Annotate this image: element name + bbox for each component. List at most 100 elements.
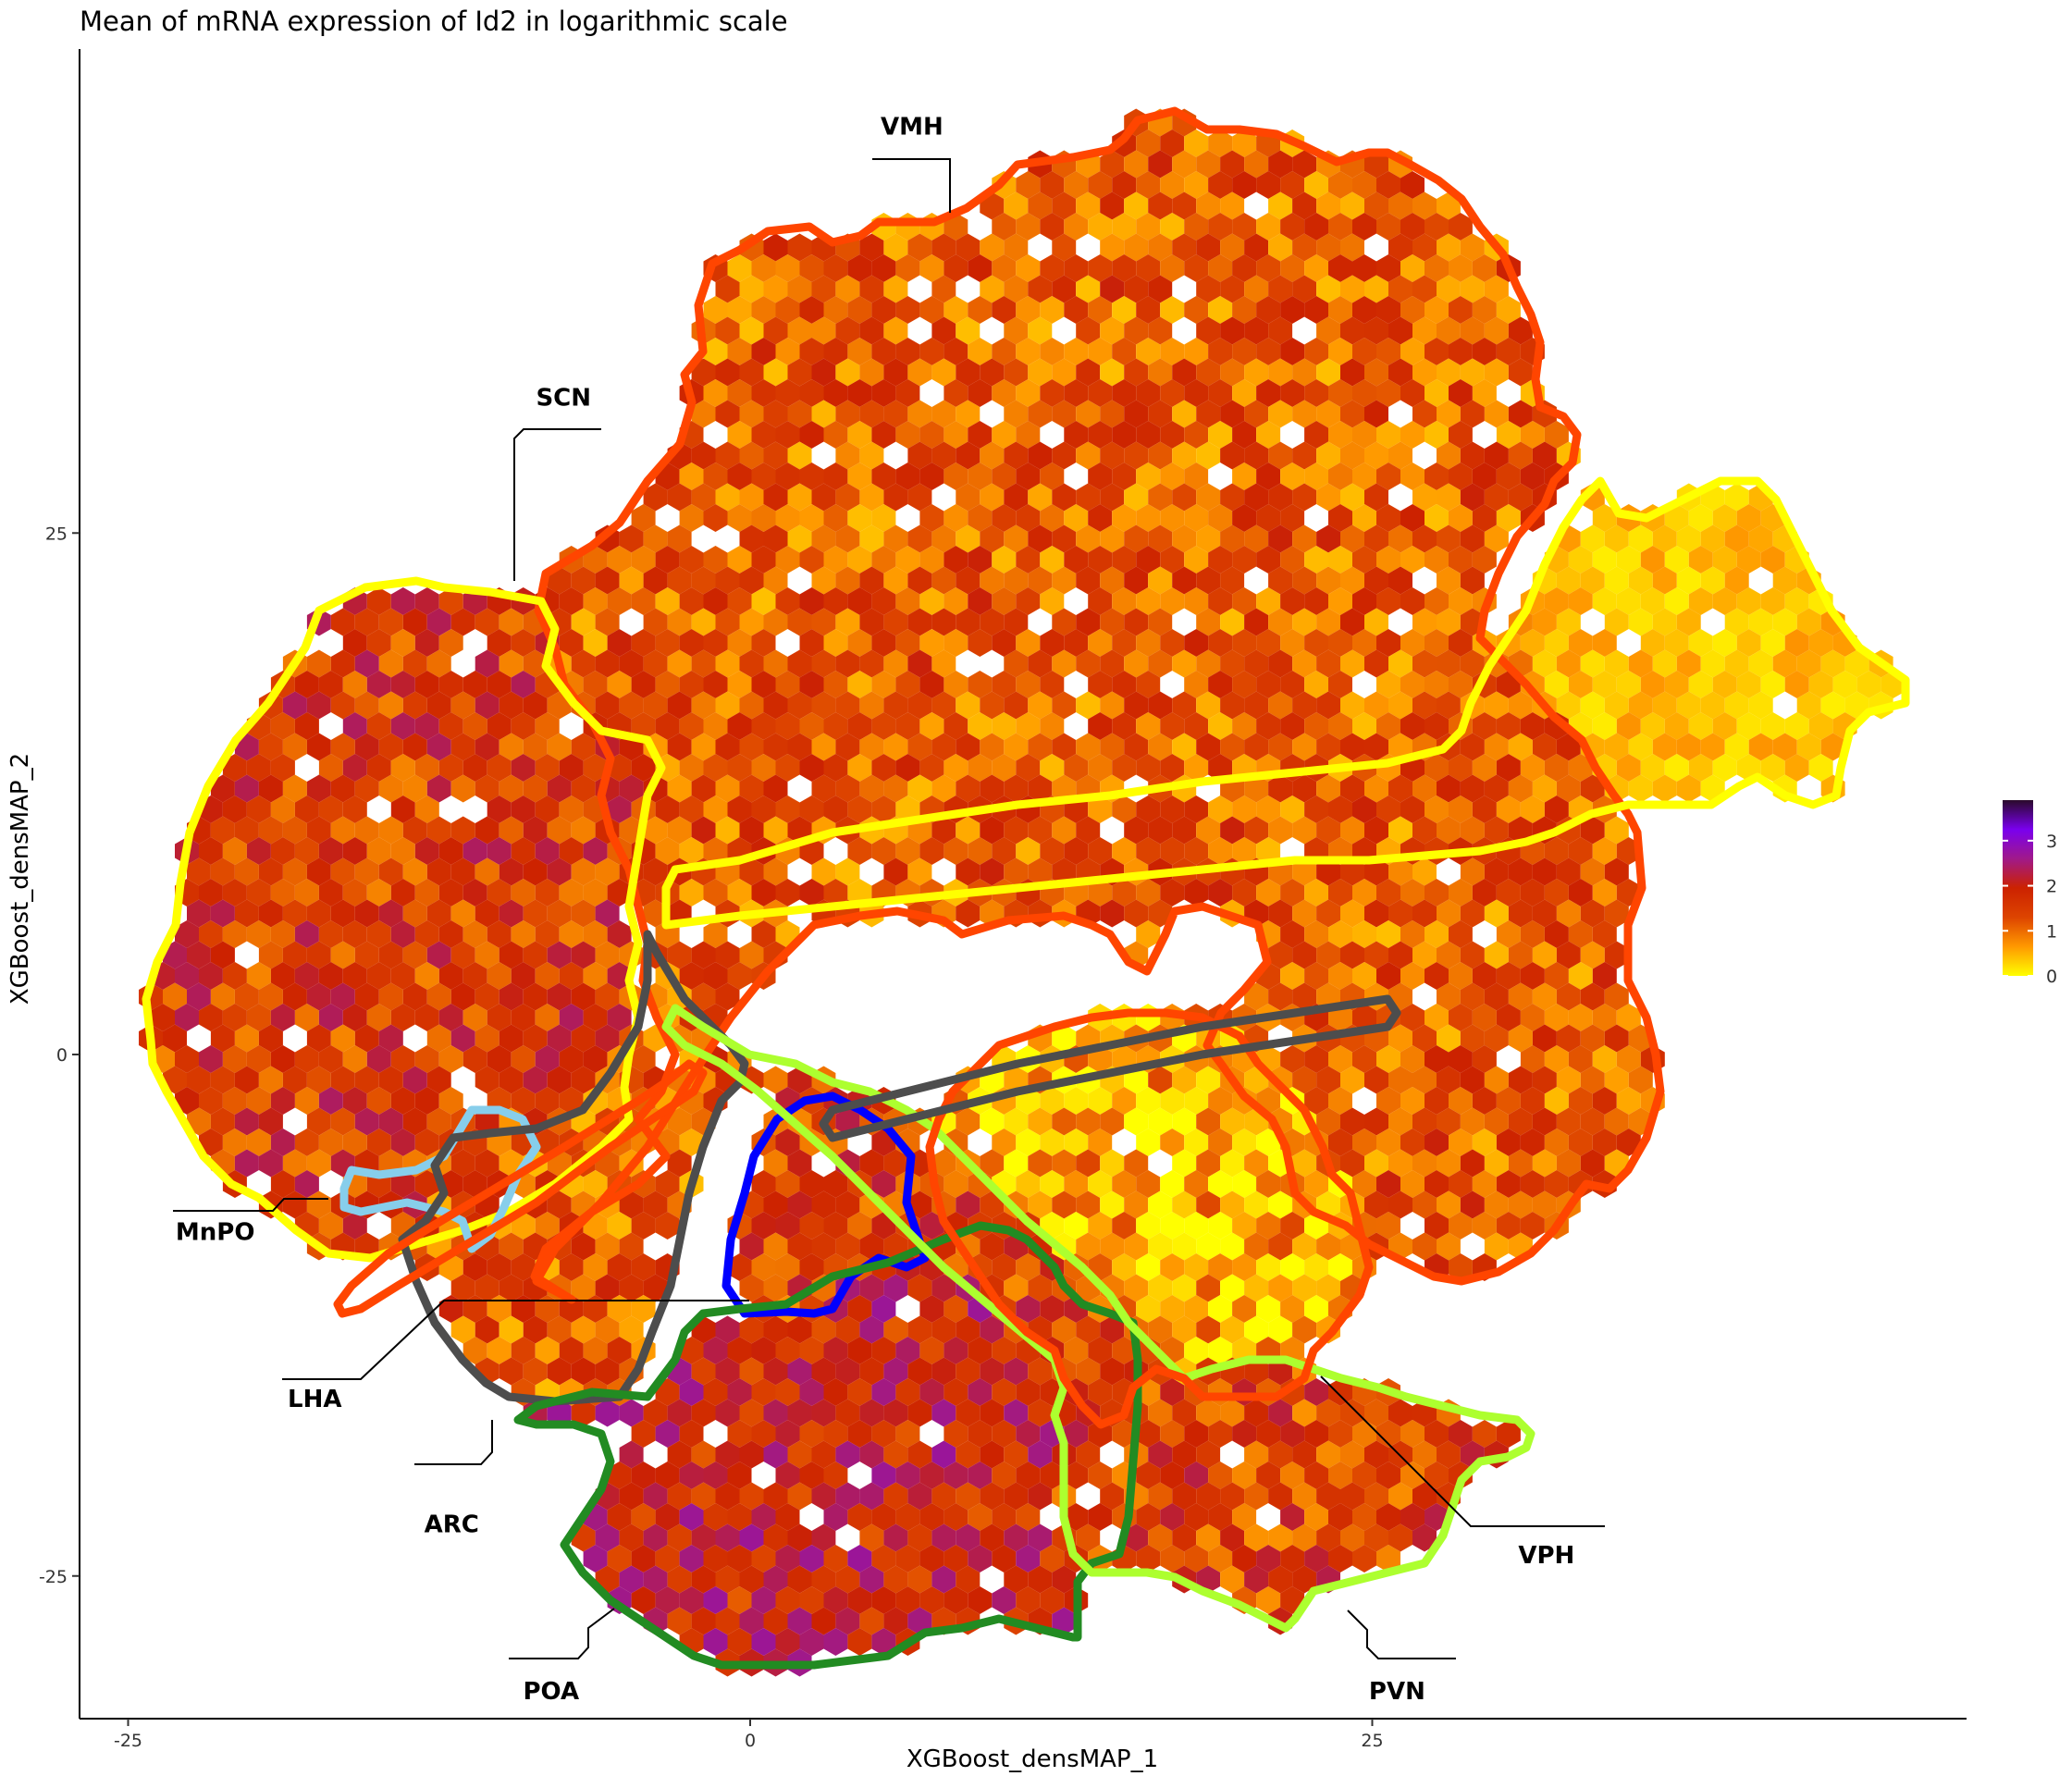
hex-bin xyxy=(895,1420,920,1448)
hex-bin xyxy=(823,338,848,365)
hex-bin xyxy=(175,1087,199,1115)
hex-bin xyxy=(1328,421,1352,449)
hex-bin xyxy=(1076,1149,1101,1178)
hex-bin xyxy=(1376,879,1400,906)
hex-bin xyxy=(1028,816,1053,845)
hex-bin xyxy=(1304,546,1328,574)
hex-bin xyxy=(426,1107,451,1136)
hex-bin xyxy=(907,1523,932,1552)
hex-bin xyxy=(1124,524,1149,553)
hex-bin xyxy=(342,1045,367,1073)
hex-bin xyxy=(199,1004,223,1031)
hex-bin xyxy=(1136,1462,1161,1489)
hex-bin xyxy=(787,358,812,387)
hex-bin xyxy=(956,316,980,345)
hex-bin xyxy=(631,1462,656,1489)
hex-bin xyxy=(511,629,536,657)
hex-bin xyxy=(1184,671,1209,698)
hex-bin xyxy=(1160,629,1185,657)
hex-bin xyxy=(571,1274,596,1302)
hex-bin xyxy=(1316,358,1340,387)
hex-bin xyxy=(799,629,824,657)
hex-bin xyxy=(919,1545,944,1572)
hex-bin xyxy=(1268,1274,1293,1302)
hex-bin xyxy=(992,837,1017,865)
hex-bin xyxy=(1604,982,1629,1011)
hex-bin xyxy=(1484,1024,1509,1053)
region-outline-scn xyxy=(142,576,666,1263)
hex-bin xyxy=(799,379,824,407)
hex-bin xyxy=(1232,421,1257,449)
hex-bin xyxy=(1112,1170,1137,1198)
hex-bin xyxy=(883,1523,908,1552)
hex-bin xyxy=(703,754,728,782)
hex-bin xyxy=(1040,629,1065,657)
hex-bin xyxy=(1088,629,1113,657)
hex-bin xyxy=(378,1107,403,1136)
hex-bin xyxy=(1268,899,1293,928)
hex-bin xyxy=(1280,462,1305,490)
hex-bin xyxy=(944,462,968,490)
hex-bin xyxy=(1004,608,1029,636)
hex-bin xyxy=(1016,1253,1041,1281)
hex-bin xyxy=(1124,275,1149,303)
hex-bin xyxy=(1232,504,1257,532)
hex-bin xyxy=(1184,421,1209,449)
hex-bin xyxy=(1268,1399,1293,1427)
hex-bin xyxy=(1076,316,1101,345)
hex-bin xyxy=(956,1523,980,1552)
hex-bin xyxy=(1412,483,1437,512)
hex-bin xyxy=(1124,566,1149,595)
hex-bin xyxy=(390,1045,415,1073)
hex-bin xyxy=(1352,796,1376,823)
hex-bin xyxy=(763,233,788,262)
hex-bin xyxy=(1172,1399,1197,1427)
hex-bin xyxy=(571,1357,596,1386)
region-outline-pvn xyxy=(661,1004,1536,1633)
hex-bin xyxy=(1496,1212,1521,1240)
hex-bin xyxy=(1340,233,1364,262)
hex-bin xyxy=(258,774,283,803)
hex-bin xyxy=(1736,629,1761,657)
hex-bin xyxy=(487,962,512,990)
hex-bin xyxy=(438,837,463,865)
hex-bin xyxy=(1688,671,1713,698)
hex-bin xyxy=(703,796,728,823)
hex-bin xyxy=(763,649,788,678)
hex-bin xyxy=(1400,1128,1424,1156)
hex-bin xyxy=(859,483,884,512)
hex-bin xyxy=(703,1337,728,1364)
hex-bin xyxy=(1076,1107,1101,1136)
hex-bin xyxy=(956,233,980,262)
hex-bin xyxy=(354,816,379,845)
hex-bin xyxy=(450,1149,475,1178)
hex-bin xyxy=(727,1378,752,1406)
hex-bin xyxy=(883,275,908,303)
hex-bin xyxy=(823,1503,848,1531)
hex-bin xyxy=(1292,233,1317,262)
hex-bin xyxy=(1172,1149,1197,1178)
hex-bin xyxy=(1244,524,1269,553)
hex-bin xyxy=(1376,1128,1400,1156)
hex-bin xyxy=(1004,1482,1029,1511)
hex-bin xyxy=(1028,566,1053,595)
hex-bin xyxy=(1364,1523,1388,1552)
hex-bin xyxy=(234,857,259,886)
hex-bin xyxy=(1460,1149,1485,1178)
hex-bin xyxy=(1364,1482,1388,1511)
hex-bin xyxy=(547,733,572,761)
hex-bin xyxy=(1184,1170,1209,1198)
hex-bin xyxy=(547,816,572,845)
hex-bin xyxy=(1544,1087,1569,1115)
hex-bin xyxy=(1616,546,1641,574)
hex-bin xyxy=(1052,1190,1077,1219)
hex-bin xyxy=(1040,546,1065,574)
hex-bin xyxy=(799,296,824,324)
hex-bin xyxy=(1076,691,1101,720)
hex-bin xyxy=(366,920,391,948)
hex-bin xyxy=(715,316,740,345)
hex-bin xyxy=(1148,191,1173,220)
hex-bin xyxy=(571,1399,596,1427)
hex-bin xyxy=(438,629,463,657)
